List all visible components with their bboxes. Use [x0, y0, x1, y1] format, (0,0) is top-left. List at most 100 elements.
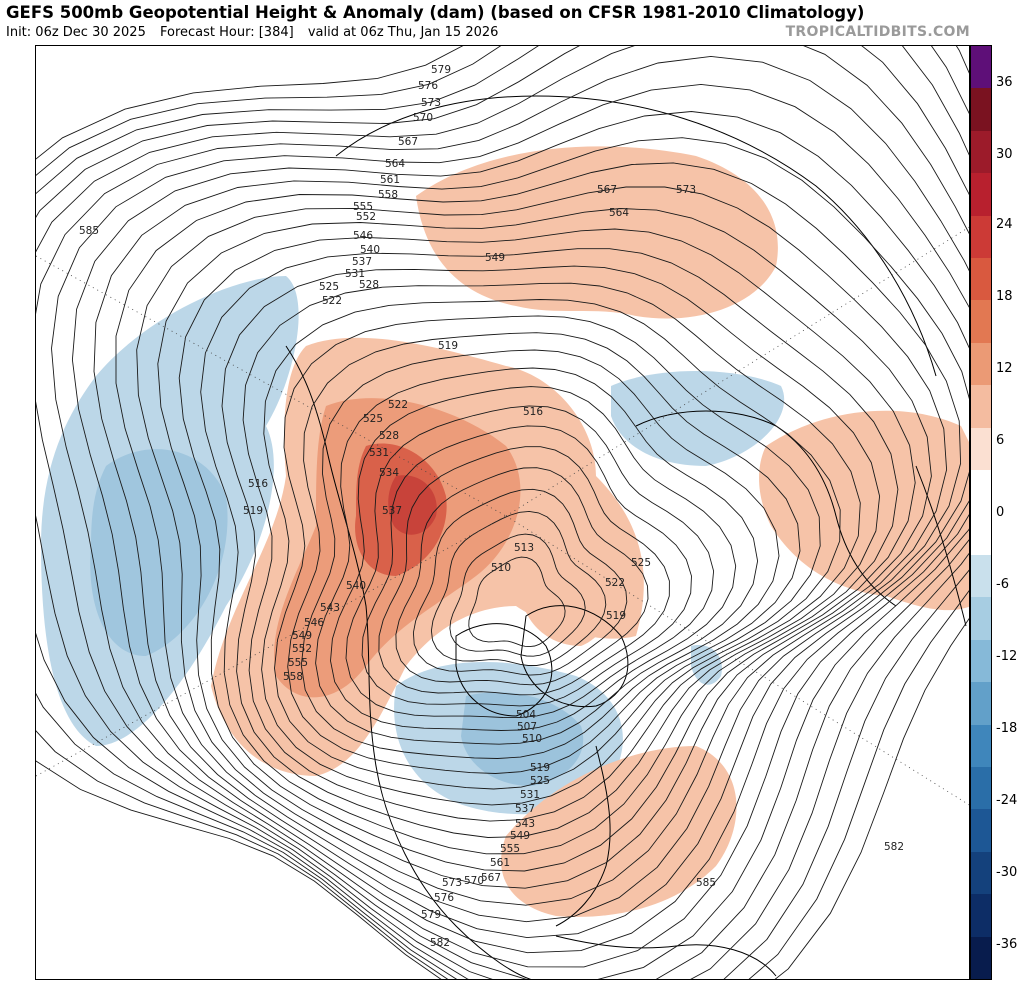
contour-label-arctic: 519: [438, 340, 458, 352]
contour-label-low: 531: [520, 789, 540, 801]
contour-label-pacific: 522: [388, 399, 408, 411]
chart-title: GEFS 500mb Geopotential Height & Anomaly…: [6, 3, 865, 22]
height-contour-line: [221, 265, 881, 838]
colorbar-tick-label: -18: [996, 721, 1018, 736]
contour-label-top: 555: [353, 201, 373, 213]
source-watermark: TROPICALTIDBITS.COM: [785, 24, 970, 40]
colorbar-segment: [971, 46, 991, 89]
colorbar-tick-label: 18: [996, 289, 1013, 304]
height-contour-line: [36, 46, 969, 979]
contour-label-low: 507: [517, 721, 537, 733]
colorbar-segment: [971, 682, 991, 725]
contour-labels: 5795765735705675645615585555525465405375…: [79, 64, 904, 949]
colorbar-tick-label: -12: [996, 649, 1018, 664]
neg-anomaly-namerica-core: [461, 692, 584, 786]
height-contour-line: [178, 228, 916, 872]
contour-label-pacific: 543: [320, 602, 340, 614]
height-contour-line: [200, 248, 899, 855]
colorbar-segment: [971, 385, 991, 428]
contour-label-low: 543: [515, 818, 535, 830]
height-contour-line: [51, 83, 969, 968]
contour-label-nw: 585: [79, 225, 99, 237]
pos-anomaly-eurasia: [416, 146, 778, 319]
neg-anomaly-pacific-core: [90, 449, 228, 656]
colorbar-segment: [971, 851, 991, 895]
height-contour-line: [36, 46, 969, 979]
contour-label-eurasia: 549: [485, 252, 505, 264]
height-contour-line: [261, 299, 841, 806]
contour-label-top: 522: [322, 295, 342, 307]
contour-label-top: 540: [360, 244, 380, 256]
contour-label-low: 549: [510, 830, 530, 842]
contour-label-top: 525: [319, 281, 339, 293]
colorbar-segment: [971, 936, 991, 979]
colorbar-tick-label: -6: [996, 577, 1009, 592]
contour-label-pacific: 525: [363, 413, 383, 425]
height-contour-line: [157, 208, 932, 889]
colorbar-segment: [971, 215, 991, 259]
colorbar-tick-label: 24: [996, 217, 1013, 232]
pos-anomaly-hudson: [519, 532, 615, 646]
colorbar-tick-label: 6: [996, 433, 1005, 448]
height-contour-line: [71, 111, 969, 954]
chart-subtitle: Init: 06z Dec 30 2025 Forecast Hour: [38…: [6, 25, 508, 40]
contour-label-low: 519: [530, 762, 550, 774]
contour-label-arctic: 513: [514, 542, 534, 554]
height-contour-line: [345, 405, 715, 719]
height-contours: [36, 46, 969, 979]
contour-label-top: 531: [345, 268, 365, 280]
colorbar-segment: [971, 639, 991, 683]
contour-label-arctic: 510: [491, 562, 511, 574]
contour-label-eurasia: 564: [609, 207, 629, 219]
anomaly-colorbar: [970, 45, 992, 980]
contour-label-low: 510: [522, 733, 542, 745]
coast-hudson: [455, 623, 553, 717]
contour-label-top: 576: [418, 80, 438, 92]
anomaly-shading: [41, 146, 969, 917]
colorbar-tick-label: -30: [996, 865, 1018, 880]
height-contour-line: [430, 510, 607, 666]
colorbar-segment: [971, 258, 991, 301]
height-contour-line: [36, 55, 969, 979]
height-contour-line: [274, 315, 821, 790]
contour-label-top: 558: [378, 189, 398, 201]
colorbar-segment: [971, 342, 991, 386]
colorbar-segment: [971, 894, 991, 937]
contour-label-low: 582: [884, 841, 904, 853]
coast-asia: [335, 95, 937, 377]
colorbar-tick-label: 36: [996, 75, 1013, 90]
contour-label-nw: 516: [248, 478, 268, 490]
height-contour-line: [412, 488, 628, 676]
contour-label-pacific: 555: [288, 657, 308, 669]
coast-greenland: [520, 605, 629, 708]
height-contour-line: [36, 46, 969, 979]
contour-label-low: 585: [696, 877, 716, 889]
contour-label-pacific: 558: [283, 671, 303, 683]
contour-label-low: 570: [464, 875, 484, 887]
colorbar-segment: [971, 766, 991, 810]
contour-label-top: 528: [359, 279, 379, 291]
contour-label-eurasia: 573: [676, 184, 696, 196]
contour-label-pacific: 534: [379, 467, 399, 479]
contour-label-pacific: 549: [292, 630, 312, 642]
valid-time: valid at 06z Thu, Jan 15 2026: [307, 25, 499, 40]
coast-namerica: [285, 345, 532, 979]
colorbar-tick-label: -36: [996, 937, 1018, 952]
contour-label-top: 579: [431, 64, 451, 76]
contour-label-low: 561: [490, 857, 510, 869]
forecast-hour: Forecast Hour: [384]: [159, 25, 294, 40]
height-contour-line: [36, 46, 969, 979]
height-contour-line: [136, 186, 948, 906]
contour-label-top: 546: [353, 230, 373, 242]
contour-label-top: 567: [398, 136, 418, 148]
contour-label-nw: 519: [243, 505, 263, 517]
contour-label-low: 579: [421, 909, 441, 921]
height-contour-line: [36, 46, 969, 979]
contour-label-eurasia: 567: [597, 184, 617, 196]
colorbar-segment: [971, 724, 991, 767]
contour-label-low: 504: [516, 709, 536, 721]
contour-label-pacific: 540: [346, 580, 366, 592]
map-canvas: 5795765735705675645615585555525465405375…: [36, 46, 969, 979]
contour-label-arctic: 525: [631, 557, 651, 569]
colorbar-tick-label: 0: [996, 505, 1005, 520]
